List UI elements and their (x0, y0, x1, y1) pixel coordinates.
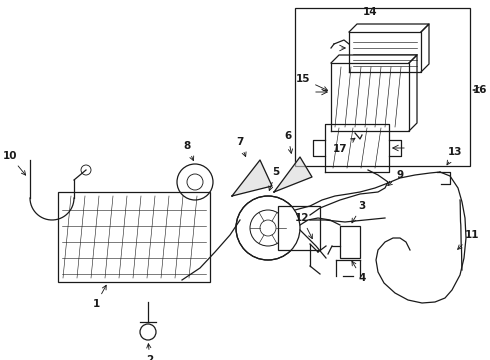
Text: 7: 7 (236, 137, 246, 157)
Text: 9: 9 (388, 170, 404, 185)
Text: 5: 5 (269, 167, 280, 190)
Bar (58, 192, 210, 282)
Text: 12: 12 (295, 213, 312, 239)
Text: 2: 2 (147, 344, 154, 360)
Text: 17: 17 (333, 138, 355, 154)
Text: 6: 6 (284, 131, 293, 153)
Text: 10: 10 (3, 151, 25, 175)
Text: 3: 3 (352, 201, 366, 223)
Text: 4: 4 (352, 261, 366, 283)
Polygon shape (232, 160, 272, 196)
Text: 16: 16 (473, 85, 487, 95)
Bar (278, 206, 320, 250)
Text: 11: 11 (458, 230, 479, 249)
Text: 15: 15 (296, 74, 328, 91)
Text: 1: 1 (93, 285, 106, 309)
Text: 14: 14 (363, 7, 377, 17)
Polygon shape (274, 157, 312, 192)
Bar (295, 8, 470, 166)
Text: 8: 8 (183, 141, 194, 161)
Bar (340, 226, 360, 258)
Text: 13: 13 (447, 147, 462, 165)
